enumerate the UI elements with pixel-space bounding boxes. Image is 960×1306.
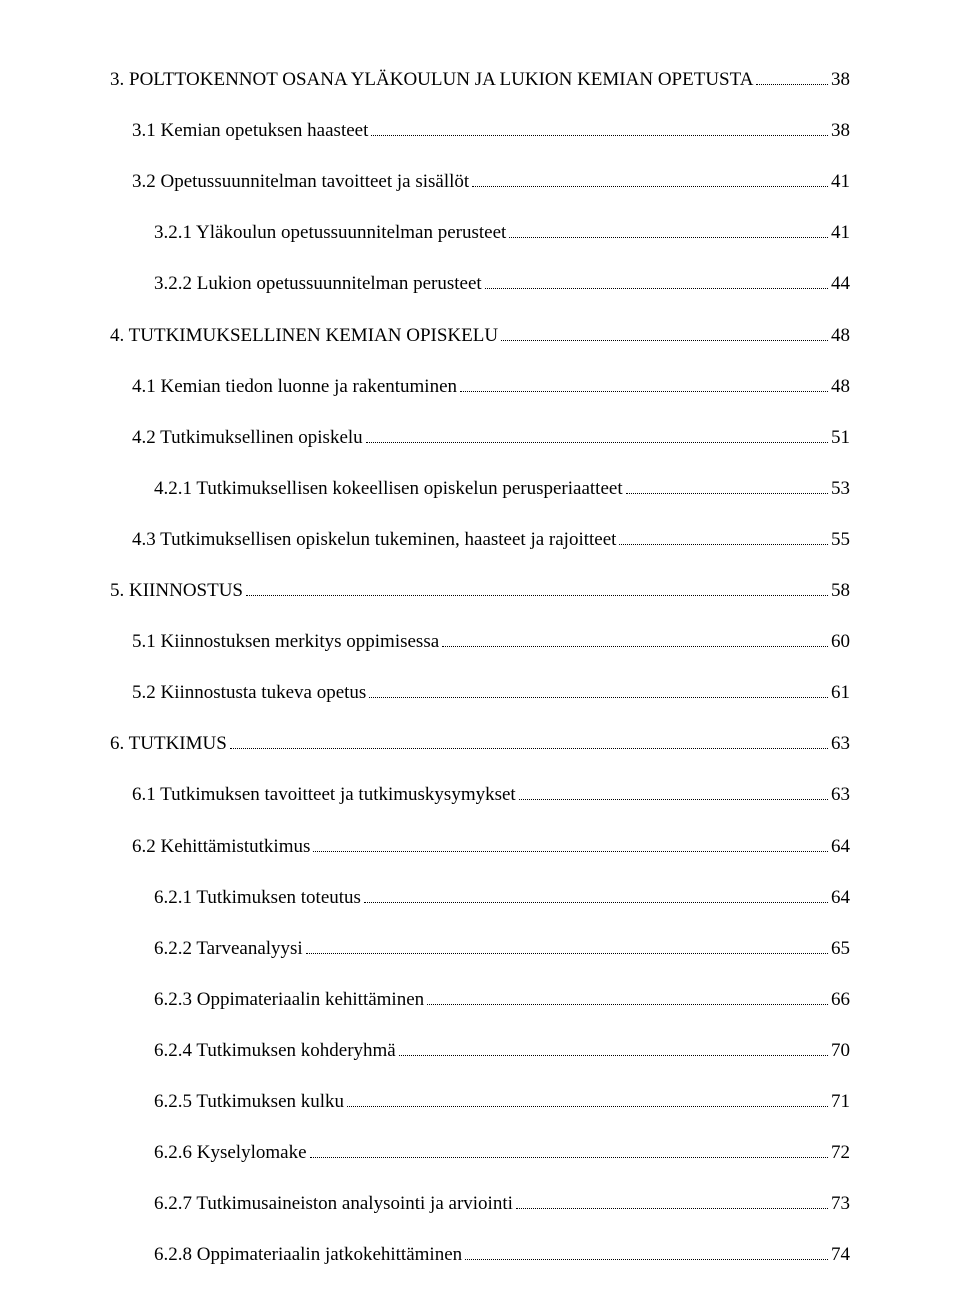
toc-container: 3. POLTTOKENNOT OSANA YLÄKOULUN JA LUKIO… bbox=[110, 68, 850, 1266]
toc-entry-label: 4.1 Kemian tiedon luonne ja rakentuminen bbox=[132, 376, 457, 398]
toc-entry-page: 51 bbox=[831, 427, 850, 449]
toc-entry-label: 3.2.1 Yläkoulun opetussuunnitelman perus… bbox=[154, 222, 506, 244]
toc-entry: 4.1 Kemian tiedon luonne ja rakentuminen… bbox=[132, 375, 850, 398]
toc-entry-page: 48 bbox=[831, 376, 850, 398]
toc-entry: 6.2 Kehittämistutkimus 64 bbox=[132, 834, 850, 857]
toc-entry: 4.2.1 Tutkimuksellisen kokeellisen opisk… bbox=[154, 477, 850, 500]
toc-entry-page: 38 bbox=[831, 69, 850, 91]
toc-leader-dots bbox=[460, 375, 828, 392]
toc-entry-page: 63 bbox=[831, 784, 850, 806]
toc-entry-page: 60 bbox=[831, 631, 850, 653]
toc-leader-dots bbox=[399, 1039, 828, 1056]
toc-entry-label: 6.1 Tutkimuksen tavoitteet ja tutkimusky… bbox=[132, 784, 516, 806]
toc-entry: 6. TUTKIMUS 63 bbox=[110, 732, 850, 755]
toc-entry: 6.1 Tutkimuksen tavoitteet ja tutkimusky… bbox=[132, 783, 850, 806]
toc-leader-dots bbox=[306, 937, 828, 954]
toc-entry: 6.2.3 Oppimateriaalin kehittäminen 66 bbox=[154, 988, 850, 1011]
toc-entry-label: 3.2.2 Lukion opetussuunnitelman perustee… bbox=[154, 273, 482, 295]
toc-entry-label: 6.2 Kehittämistutkimus bbox=[132, 836, 310, 858]
toc-entry: 5.2 Kiinnostusta tukeva opetus 61 bbox=[132, 681, 850, 704]
toc-page: 3. POLTTOKENNOT OSANA YLÄKOULUN JA LUKIO… bbox=[0, 0, 960, 1306]
toc-leader-dots bbox=[347, 1090, 828, 1107]
toc-entry-page: 55 bbox=[831, 529, 850, 551]
toc-leader-dots bbox=[313, 834, 828, 851]
toc-entry-page: 58 bbox=[831, 580, 850, 602]
toc-leader-dots bbox=[310, 1141, 828, 1158]
toc-entry-page: 53 bbox=[831, 478, 850, 500]
toc-entry-page: 70 bbox=[831, 1040, 850, 1062]
toc-entry-page: 44 bbox=[831, 273, 850, 295]
toc-entry: 6.2.6 Kyselylomake 72 bbox=[154, 1141, 850, 1164]
toc-entry-label: 6.2.6 Kyselylomake bbox=[154, 1142, 307, 1164]
toc-entry-label: 6.2.7 Tutkimusaineiston analysointi ja a… bbox=[154, 1193, 513, 1215]
toc-entry-page: 48 bbox=[831, 325, 850, 347]
toc-leader-dots bbox=[756, 68, 828, 85]
toc-leader-dots bbox=[427, 988, 828, 1005]
toc-entry-page: 41 bbox=[831, 171, 850, 193]
toc-leader-dots bbox=[246, 579, 828, 596]
toc-entry: 4.2 Tutkimuksellinen opiskelu 51 bbox=[132, 426, 850, 449]
toc-entry-page: 73 bbox=[831, 1193, 850, 1215]
toc-entry-page: 66 bbox=[831, 989, 850, 1011]
toc-leader-dots bbox=[519, 783, 828, 800]
toc-entry-page: 72 bbox=[831, 1142, 850, 1164]
toc-leader-dots bbox=[369, 681, 828, 698]
toc-leader-dots bbox=[509, 221, 828, 238]
toc-entry-page: 41 bbox=[831, 222, 850, 244]
toc-entry-page: 64 bbox=[831, 836, 850, 858]
toc-entry-page: 65 bbox=[831, 938, 850, 960]
toc-entry: 3.2.1 Yläkoulun opetussuunnitelman perus… bbox=[154, 221, 850, 244]
toc-entry-label: 6.2.4 Tutkimuksen kohderyhmä bbox=[154, 1040, 396, 1062]
toc-leader-dots bbox=[501, 323, 828, 340]
toc-entry-page: 64 bbox=[831, 887, 850, 909]
toc-entry-label: 5.2 Kiinnostusta tukeva opetus bbox=[132, 682, 366, 704]
toc-entry-label: 6.2.2 Tarveanalyysi bbox=[154, 938, 303, 960]
toc-entry: 3.2 Opetussuunnitelman tavoitteet ja sis… bbox=[132, 170, 850, 193]
toc-entry: 6.2.2 Tarveanalyysi 65 bbox=[154, 937, 850, 960]
toc-entry: 3.2.2 Lukion opetussuunnitelman perustee… bbox=[154, 272, 850, 295]
toc-entry-label: 6. TUTKIMUS bbox=[110, 733, 227, 755]
toc-entry-label: 6.2.3 Oppimateriaalin kehittäminen bbox=[154, 989, 424, 1011]
toc-entry-label: 4.3 Tutkimuksellisen opiskelun tukeminen… bbox=[132, 529, 616, 551]
toc-leader-dots bbox=[442, 630, 828, 647]
toc-entry-label: 3.2 Opetussuunnitelman tavoitteet ja sis… bbox=[132, 171, 469, 193]
toc-entry-label: 6.2.1 Tutkimuksen toteutus bbox=[154, 887, 361, 909]
toc-leader-dots bbox=[366, 426, 828, 443]
toc-leader-dots bbox=[619, 528, 828, 545]
toc-leader-dots bbox=[364, 886, 828, 903]
toc-entry-label: 4. TUTKIMUKSELLINEN KEMIAN OPISKELU bbox=[110, 325, 498, 347]
toc-entry: 4. TUTKIMUKSELLINEN KEMIAN OPISKELU 48 bbox=[110, 323, 850, 346]
toc-entry-page: 38 bbox=[831, 120, 850, 142]
toc-entry: 5. KIINNOSTUS 58 bbox=[110, 579, 850, 602]
toc-entry-label: 4.2.1 Tutkimuksellisen kokeellisen opisk… bbox=[154, 478, 623, 500]
toc-entry-page: 63 bbox=[831, 733, 850, 755]
toc-entry-label: 3. POLTTOKENNOT OSANA YLÄKOULUN JA LUKIO… bbox=[110, 69, 753, 91]
toc-entry-page: 71 bbox=[831, 1091, 850, 1113]
toc-entry: 6.2.4 Tutkimuksen kohderyhmä 70 bbox=[154, 1039, 850, 1062]
toc-entry-label: 3.1 Kemian opetuksen haasteet bbox=[132, 120, 368, 142]
toc-leader-dots bbox=[230, 732, 828, 749]
toc-leader-dots bbox=[465, 1243, 828, 1260]
toc-leader-dots bbox=[516, 1192, 828, 1209]
toc-entry: 6.2.5 Tutkimuksen kulku 71 bbox=[154, 1090, 850, 1113]
toc-leader-dots bbox=[472, 170, 828, 187]
toc-entry-label: 5. KIINNOSTUS bbox=[110, 580, 243, 602]
toc-entry-page: 61 bbox=[831, 682, 850, 704]
toc-entry: 6.2.7 Tutkimusaineiston analysointi ja a… bbox=[154, 1192, 850, 1215]
toc-leader-dots bbox=[626, 477, 828, 494]
toc-entry: 3.1 Kemian opetuksen haasteet 38 bbox=[132, 119, 850, 142]
toc-entry: 4.3 Tutkimuksellisen opiskelun tukeminen… bbox=[132, 528, 850, 551]
toc-leader-dots bbox=[485, 272, 828, 289]
toc-entry-label: 6.2.5 Tutkimuksen kulku bbox=[154, 1091, 344, 1113]
toc-entry: 3. POLTTOKENNOT OSANA YLÄKOULUN JA LUKIO… bbox=[110, 68, 850, 91]
toc-entry: 6.2.1 Tutkimuksen toteutus 64 bbox=[154, 886, 850, 909]
toc-leader-dots bbox=[371, 119, 828, 136]
toc-entry-label: 5.1 Kiinnostuksen merkitys oppimisessa bbox=[132, 631, 439, 653]
toc-entry-label: 4.2 Tutkimuksellinen opiskelu bbox=[132, 427, 363, 449]
toc-entry: 5.1 Kiinnostuksen merkitys oppimisessa 60 bbox=[132, 630, 850, 653]
